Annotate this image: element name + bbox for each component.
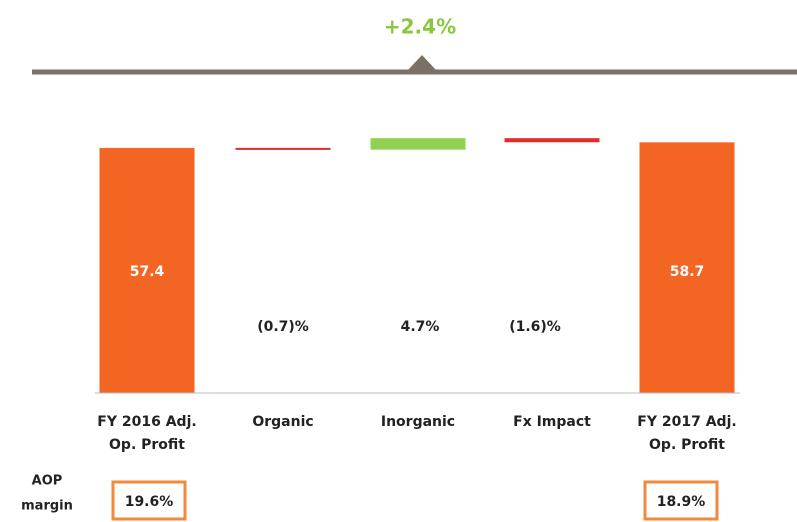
bar-label: 58.7 [670,264,705,280]
category-label: Fx Impact [513,414,591,430]
margin-title: AOP [32,474,63,489]
category-label: Op. Profit [109,437,185,453]
margin-label: 19.6% [125,494,174,510]
category-label: FY 2017 Adj. [637,414,736,430]
delta-bar [235,147,331,150]
margin-box [111,480,187,521]
total-bar [639,142,735,393]
category-label: Organic [252,414,313,430]
margin-box [643,480,719,521]
margin-label: 18.9% [657,494,706,510]
category-label: Inorganic [381,414,455,430]
bar-label: 57.4 [130,264,165,280]
margin-title: margin [21,499,73,514]
delta-label: 4.7% [401,319,440,335]
delta-bar [504,138,600,143]
category-label: Op. Profit [649,437,725,453]
category-label: FY 2016 Adj. [97,414,196,430]
bracket-pointer [408,55,436,70]
delta-bar [370,138,466,150]
delta-label: (0.7)% [257,319,309,335]
total-bar [99,147,195,393]
growth-annotation: +2.4% [384,15,456,39]
delta-label: (1.6)% [509,319,561,335]
